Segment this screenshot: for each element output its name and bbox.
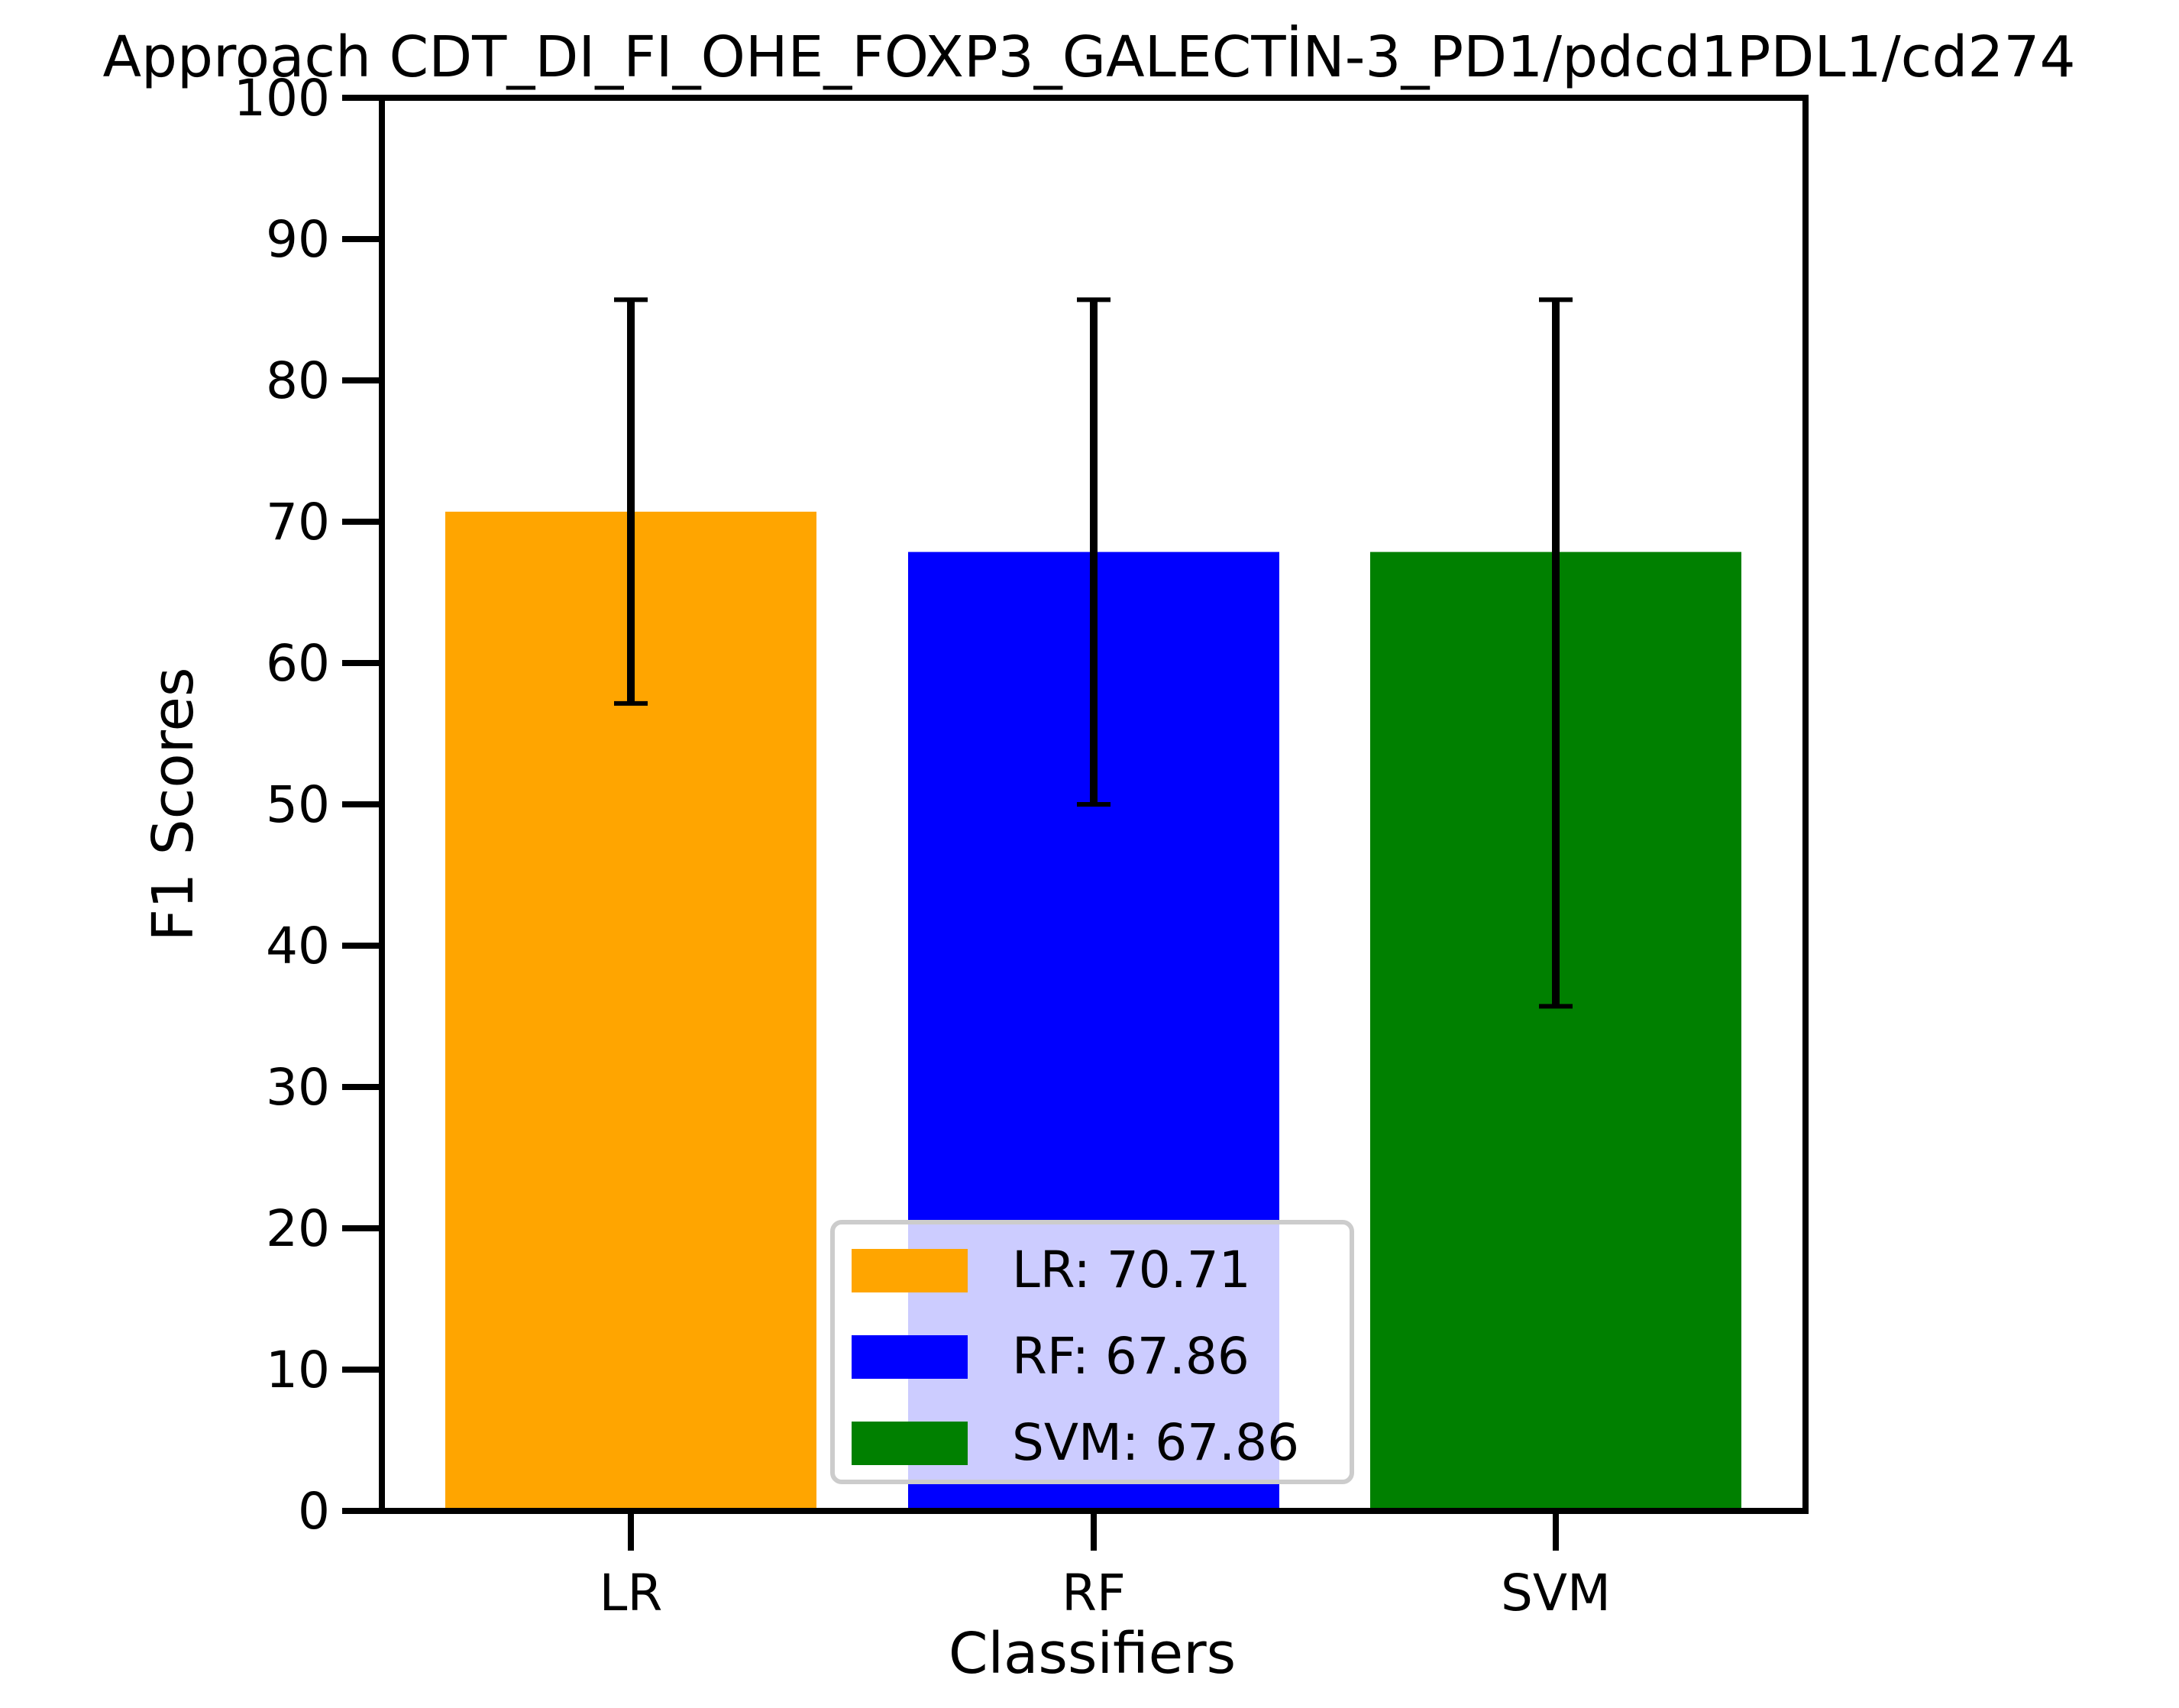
y-tick-label: 30: [266, 1058, 330, 1117]
legend-swatch-rf: [852, 1335, 968, 1379]
y-tick-label: 60: [266, 634, 330, 693]
y-tick-label: 10: [266, 1341, 330, 1399]
x-axis: LR RF SVM: [600, 1511, 1611, 1622]
y-axis: 0 10 20 30 40 50 60 70 80 90 100: [234, 69, 382, 1541]
y-tick-label: 70: [266, 493, 330, 552]
legend-label-rf: RF: 67.86: [1012, 1327, 1250, 1386]
y-tick-label: 20: [266, 1199, 330, 1258]
y-tick-label: 90: [266, 210, 330, 269]
legend-label-lr: LR: 70.71: [1012, 1241, 1251, 1299]
legend-label-svm: SVM: 67.86: [1012, 1413, 1299, 1472]
legend-swatch-svm: [852, 1422, 968, 1465]
y-tick-label: 80: [266, 351, 330, 410]
x-tick-label: LR: [600, 1564, 663, 1622]
y-tick-label: 0: [298, 1482, 330, 1541]
chart-title: Approach CDT_DI_FI_OHE_FOXP3_GALECTİN-3_…: [102, 24, 2075, 90]
legend-swatch-lr: [852, 1249, 968, 1292]
x-tick-label: SVM: [1501, 1564, 1611, 1622]
y-tick-label: 40: [266, 917, 330, 975]
y-tick-label: 100: [234, 69, 330, 128]
legend: LR: 70.71 RF: 67.86 SVM: 67.86: [830, 1220, 1354, 1484]
x-axis-label: Classifiers: [949, 1621, 1236, 1687]
x-tick-label: RF: [1062, 1564, 1126, 1622]
y-axis-label: F1 Scores: [141, 668, 206, 942]
y-tick-label: 50: [266, 775, 330, 834]
error-bars: [614, 297, 1573, 1009]
